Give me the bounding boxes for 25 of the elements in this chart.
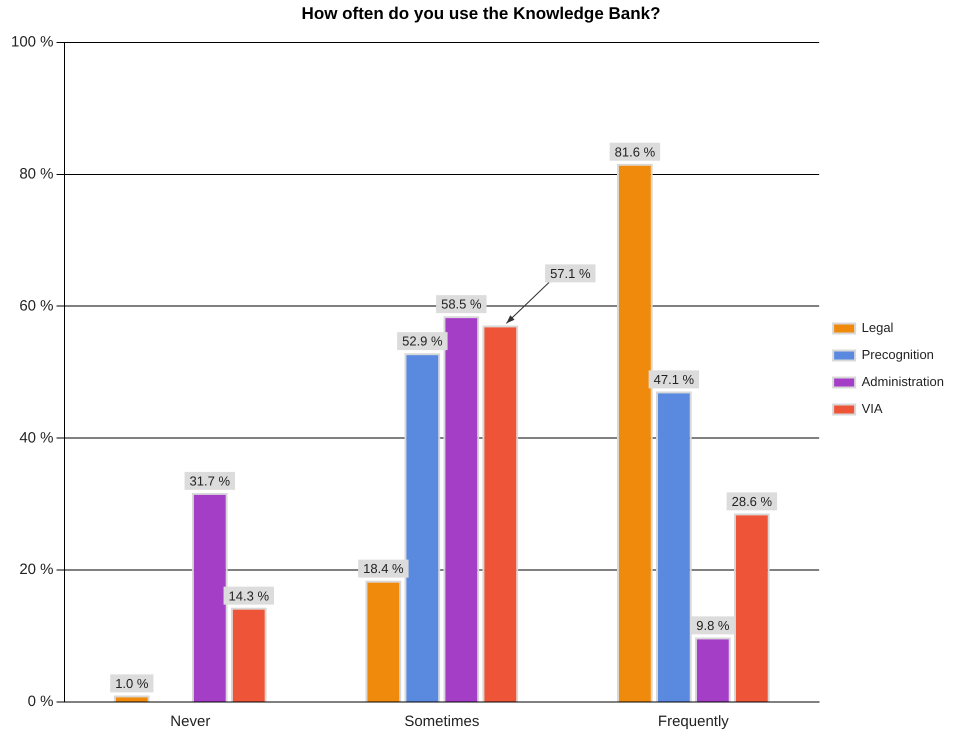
x-tick-label: Sometimes: [404, 713, 480, 730]
y-tick-label: 60 %: [19, 297, 54, 314]
data-label: 14.3 %: [228, 588, 270, 604]
data-label: 52.9 %: [402, 334, 444, 349]
legend-label: Legal: [862, 320, 894, 336]
y-tick-label: 40 %: [19, 429, 54, 446]
y-tick-label: 80 %: [19, 165, 54, 182]
data-label: 28.6 %: [732, 494, 773, 509]
legend-label: Precognition: [862, 347, 934, 362]
x-tick-label: Never: [170, 713, 210, 730]
data-label: 31.7 %: [190, 473, 230, 488]
legend-label: Administration: [862, 374, 944, 390]
y-tick-label: 0 %: [28, 693, 54, 710]
data-label: 57.1 %: [550, 266, 591, 281]
chart-title: How often do you use the Knowledge Bank?: [302, 4, 660, 23]
y-tick-label: 20 %: [19, 561, 54, 578]
x-tick-label: Frequently: [658, 713, 730, 730]
y-tick-label: 100 %: [10, 34, 54, 51]
data-label: 9.8 %: [696, 618, 730, 633]
data-label: 18.4 %: [363, 561, 404, 576]
legend-label: VIA: [862, 401, 883, 416]
data-label: 47.1 %: [654, 372, 695, 387]
data-label: 58.5 %: [441, 296, 482, 312]
data-label: 1.0 %: [115, 676, 149, 691]
data-label: 81.6 %: [614, 144, 656, 160]
